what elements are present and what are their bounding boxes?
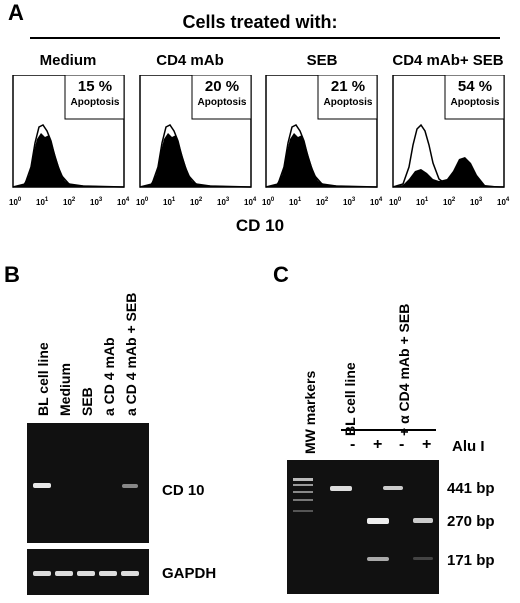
tick-label: 101 xyxy=(416,197,429,207)
histogram-medium xyxy=(12,75,125,188)
gel-gapdh xyxy=(27,549,149,595)
sign-4: + xyxy=(422,436,432,453)
tick-label: 101 xyxy=(36,197,49,207)
sign-3: - xyxy=(399,436,405,453)
percent-cd4: 20 % xyxy=(204,78,240,95)
axis-ticks: 100 101 102 103 104 100 101 102 103 104 100 101 102 1… xyxy=(9,197,510,207)
band-treated-270 xyxy=(413,518,433,523)
lane-label-seb: SEB xyxy=(79,387,95,416)
tick-label: 101 xyxy=(289,197,302,207)
gel-cd10 xyxy=(27,423,149,543)
ladder-band xyxy=(293,510,313,512)
hist-title-cd4-seb: CD4 mAb+ SEB xyxy=(392,52,504,69)
histogram-cd4-seb xyxy=(392,75,505,188)
band-bl-uncut xyxy=(330,486,352,491)
gene-label-gapdh: GAPDH xyxy=(162,565,217,582)
tick-label: 104 xyxy=(370,197,383,207)
bracket-treated xyxy=(385,429,436,431)
lane-label-acd4-seb: a CD 4 mAb + SEB xyxy=(123,292,139,416)
percent-cd4-seb: 54 % xyxy=(457,78,493,95)
band-treated-171 xyxy=(413,557,433,560)
percent-medium: 15 % xyxy=(77,78,113,95)
band-bl-270 xyxy=(367,518,389,524)
apoptosis-cd4: Apoptosis xyxy=(197,97,247,108)
tick-label: 104 xyxy=(244,197,257,207)
size-171: 171 bp xyxy=(447,552,495,569)
tick-label: 100 xyxy=(9,197,22,207)
tick-label: 102 xyxy=(63,197,76,207)
band-gapdh-4 xyxy=(99,571,117,576)
ladder-band xyxy=(293,491,313,493)
panel-a-letter: A xyxy=(8,0,24,25)
lane-label-bl: BL cell line xyxy=(35,342,51,416)
lane-label-mw: MW markers xyxy=(302,370,318,454)
tick-label: 100 xyxy=(262,197,275,207)
histograms: 100 101 102 103 104 100 101 102 103 104 100 101 102 1… xyxy=(9,75,510,207)
ladder-band xyxy=(293,499,313,501)
axis-label-cd10: CD 10 xyxy=(235,216,285,235)
size-441: 441 bp xyxy=(447,480,495,497)
sign-1: - xyxy=(350,436,356,453)
tick-label: 101 xyxy=(163,197,176,207)
tick-label: 100 xyxy=(389,197,402,207)
panel-b-letter: B xyxy=(4,262,20,287)
panel-a-header: Cells treated with: xyxy=(182,12,338,32)
band-cd10-acd4-seb xyxy=(122,484,138,488)
hist-title-cd4: CD4 mAb xyxy=(156,52,224,69)
hist-title-seb: SEB xyxy=(306,52,338,69)
tick-label: 102 xyxy=(316,197,329,207)
tick-label: 104 xyxy=(497,197,510,207)
band-gapdh-5 xyxy=(121,571,139,576)
tick-label: 100 xyxy=(136,197,149,207)
tick-label: 103 xyxy=(217,197,230,207)
ladder-band xyxy=(293,478,313,481)
apoptosis-medium: Apoptosis xyxy=(70,97,120,108)
header-rule xyxy=(30,37,500,39)
ladder-band xyxy=(293,484,313,486)
percent-seb: 21 % xyxy=(330,78,366,95)
band-gapdh-3 xyxy=(77,571,95,576)
band-gapdh-2 xyxy=(55,571,73,576)
tick-label: 102 xyxy=(443,197,456,207)
tick-label: 103 xyxy=(470,197,483,207)
tick-label: 104 xyxy=(117,197,130,207)
histogram-cd4 xyxy=(139,75,252,188)
band-treated-uncut xyxy=(383,486,403,490)
panel-c-letter: C xyxy=(273,262,289,287)
lane-label-acd4: a CD 4 mAb xyxy=(101,337,117,416)
sign-2: + xyxy=(373,436,383,453)
lane-label-medium: Medium xyxy=(57,363,73,416)
histogram-seb xyxy=(265,75,378,188)
apoptosis-cd4-seb: Apoptosis xyxy=(450,97,500,108)
size-270: 270 bp xyxy=(447,513,495,530)
gel-alu xyxy=(287,460,439,594)
tick-label: 103 xyxy=(343,197,356,207)
lane-label-treated: + α CD4 mAb + SEB xyxy=(396,303,412,436)
gene-label-cd10: CD 10 xyxy=(162,482,205,499)
bracket-bl xyxy=(341,429,389,431)
tick-label: 102 xyxy=(190,197,203,207)
apoptosis-seb: Apoptosis xyxy=(323,97,373,108)
band-cd10-bl xyxy=(33,483,51,488)
enzyme-label: Alu I xyxy=(452,438,485,455)
tick-label: 103 xyxy=(90,197,103,207)
hist-title-medium: Medium xyxy=(39,52,97,69)
band-gapdh-1 xyxy=(33,571,51,576)
band-bl-171 xyxy=(367,557,389,561)
lane-label-bl-c: BL cell line xyxy=(342,362,358,436)
